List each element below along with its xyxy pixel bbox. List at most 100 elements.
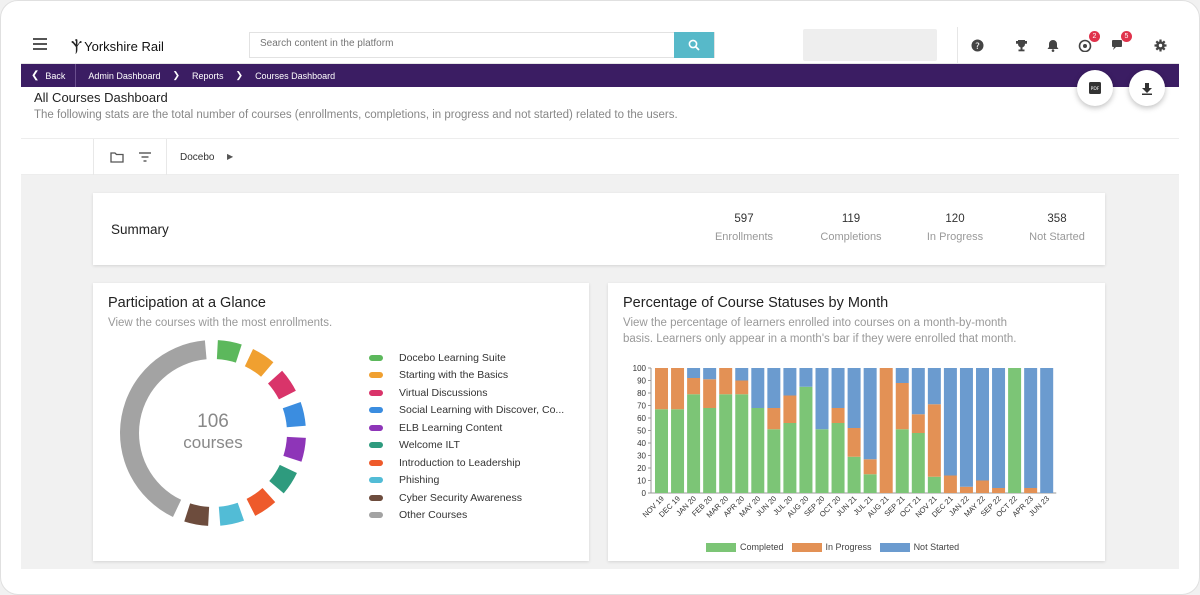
bar-segment-completed[interactable] <box>767 429 781 493</box>
user-menu[interactable] <box>803 29 937 61</box>
branch-filter[interactable]: Docebo <box>180 152 215 163</box>
bar-segment-not-started[interactable] <box>943 368 957 476</box>
bar-segment-completed[interactable] <box>815 429 829 493</box>
bar-segment-completed[interactable] <box>783 423 797 493</box>
bar-segment-not-started[interactable] <box>911 368 925 415</box>
legend-item-virtual-discussions[interactable]: Virtual Discussions <box>369 384 564 402</box>
chat-icon[interactable]: 5 <box>1108 31 1132 54</box>
donut-slice-phishing[interactable] <box>218 502 245 526</box>
donut-slice-cyber-security-awareness[interactable] <box>184 503 210 526</box>
bar-segment-not-started[interactable] <box>992 368 1006 488</box>
donut-slice-other-courses[interactable] <box>120 340 207 517</box>
bar-segment-in-progress[interactable] <box>911 414 925 433</box>
donut-slice-starting-with-the-basics[interactable] <box>244 349 274 377</box>
bar-segment-not-started[interactable] <box>799 368 813 387</box>
donut-slice-introduction-to-leadership[interactable] <box>246 487 276 516</box>
bar-segment-not-started[interactable] <box>783 368 797 396</box>
bar-segment-not-started[interactable] <box>1040 368 1054 493</box>
bar-segment-in-progress[interactable] <box>671 368 685 410</box>
help-icon[interactable]: ? <box>968 36 986 54</box>
chart-legend-in-progress[interactable]: In Progress <box>791 542 872 552</box>
bar-segment-in-progress[interactable] <box>703 379 717 408</box>
bar-segment-not-started[interactable] <box>735 368 749 381</box>
bar-segment-in-progress[interactable] <box>992 488 1006 493</box>
bar-segment-in-progress[interactable] <box>847 428 861 457</box>
bar-segment-in-progress[interactable] <box>719 368 733 395</box>
legend-item-welcome-ilt[interactable]: Welcome ILT <box>369 437 564 455</box>
bar-segment-in-progress[interactable] <box>863 459 877 475</box>
filter-icon[interactable] <box>138 151 152 163</box>
legend-item-starting-with-the-basics[interactable]: Starting with the Basics <box>369 367 564 385</box>
gear-icon[interactable] <box>1151 36 1169 54</box>
bar-segment-not-started[interactable] <box>847 368 861 428</box>
bar-segment-in-progress[interactable] <box>831 408 845 423</box>
bar-segment-not-started[interactable] <box>976 368 989 481</box>
bar-segment-in-progress[interactable] <box>655 368 668 410</box>
donut-slice-virtual-discussions[interactable] <box>267 370 296 400</box>
bar-segment-in-progress[interactable] <box>895 383 909 430</box>
trophy-icon[interactable] <box>1012 36 1030 54</box>
bar-segment-in-progress[interactable] <box>1024 488 1038 493</box>
legend-item-elb-learning-content[interactable]: ELB Learning Content <box>369 419 564 437</box>
bar-segment-completed[interactable] <box>863 474 877 493</box>
bell-icon[interactable] <box>1044 36 1062 54</box>
bar-segment-not-started[interactable] <box>687 368 701 378</box>
donut-slice-docebo-learning-suite[interactable] <box>216 340 242 363</box>
bar-segment-in-progress[interactable] <box>976 480 989 494</box>
bar-segment-completed[interactable] <box>719 394 733 493</box>
bar-segment-completed[interactable] <box>671 409 685 493</box>
bar-segment-not-started[interactable] <box>831 368 845 408</box>
bar-segment-in-progress[interactable] <box>879 368 893 493</box>
search-button[interactable] <box>674 32 714 58</box>
bar-segment-in-progress[interactable] <box>959 486 973 493</box>
bar-segment-completed[interactable] <box>751 408 765 493</box>
bar-segment-completed[interactable] <box>735 394 749 493</box>
bar-segment-not-started[interactable] <box>863 368 877 460</box>
search-input[interactable] <box>260 38 660 49</box>
legend-item-social-learning-with-discover-co[interactable]: Social Learning with Discover, Co... <box>369 402 564 420</box>
bar-segment-completed[interactable] <box>655 409 668 493</box>
bar-segment-not-started[interactable] <box>1024 368 1038 488</box>
donut-slice-welcome-ilt[interactable] <box>269 464 297 494</box>
bar-segment-completed[interactable] <box>831 423 845 493</box>
back-button[interactable]: ❮ Back <box>21 64 77 87</box>
bar-segment-completed[interactable] <box>911 433 925 493</box>
folder-icon[interactable] <box>110 151 124 163</box>
bar-segment-not-started[interactable] <box>751 368 765 408</box>
bar-segment-not-started[interactable] <box>927 368 941 405</box>
legend-item-introduction-to-leadership[interactable]: Introduction to Leadership <box>369 454 564 472</box>
bar-segment-not-started[interactable] <box>703 368 717 380</box>
bar-segment-not-started[interactable] <box>895 368 909 383</box>
export-pdf-button[interactable]: PDF <box>1077 70 1113 106</box>
bar-segment-completed[interactable] <box>703 408 717 493</box>
chart-legend-not-started[interactable]: Not Started <box>879 542 959 552</box>
bar-segment-in-progress[interactable] <box>927 404 941 477</box>
bar-segment-not-started[interactable] <box>959 368 973 487</box>
bar-segment-completed[interactable] <box>799 386 813 493</box>
bar-segment-in-progress[interactable] <box>783 395 797 424</box>
hamburger-menu-icon[interactable] <box>33 38 47 50</box>
bar-segment-in-progress[interactable] <box>767 408 781 430</box>
bar-segment-in-progress[interactable] <box>687 378 701 395</box>
logo[interactable]: Ⲯ Yorkshire Rail <box>71 37 164 55</box>
bar-segment-in-progress[interactable] <box>943 475 957 494</box>
legend-item-phishing[interactable]: Phishing <box>369 472 564 490</box>
bar-segment-completed[interactable] <box>847 456 861 493</box>
legend-item-cyber-security-awareness[interactable]: Cyber Security Awareness <box>369 489 564 507</box>
bar-segment-not-started[interactable] <box>815 368 829 430</box>
breadcrumb-reports[interactable]: Reports <box>192 70 224 81</box>
breadcrumb-admin-dashboard[interactable]: Admin Dashboard <box>88 70 161 81</box>
bar-segment-in-progress[interactable] <box>735 380 749 395</box>
bar-segment-not-started[interactable] <box>767 368 781 408</box>
bar-segment-completed[interactable] <box>1008 368 1022 493</box>
download-button[interactable] <box>1129 70 1165 106</box>
bar-segment-completed[interactable] <box>687 394 701 493</box>
donut-slice-elb-learning-content[interactable] <box>283 436 306 462</box>
legend-item-other-courses[interactable]: Other Courses <box>369 507 564 525</box>
course-icon[interactable]: 2 <box>1076 31 1100 54</box>
bar-segment-completed[interactable] <box>895 429 909 493</box>
donut-slice-social-learning-with-discover-co[interactable] <box>282 401 306 428</box>
chart-legend-completed[interactable]: Completed <box>706 542 784 552</box>
bar-segment-completed[interactable] <box>927 476 941 493</box>
legend-item-docebo-learning-suite[interactable]: Docebo Learning Suite <box>369 349 564 367</box>
